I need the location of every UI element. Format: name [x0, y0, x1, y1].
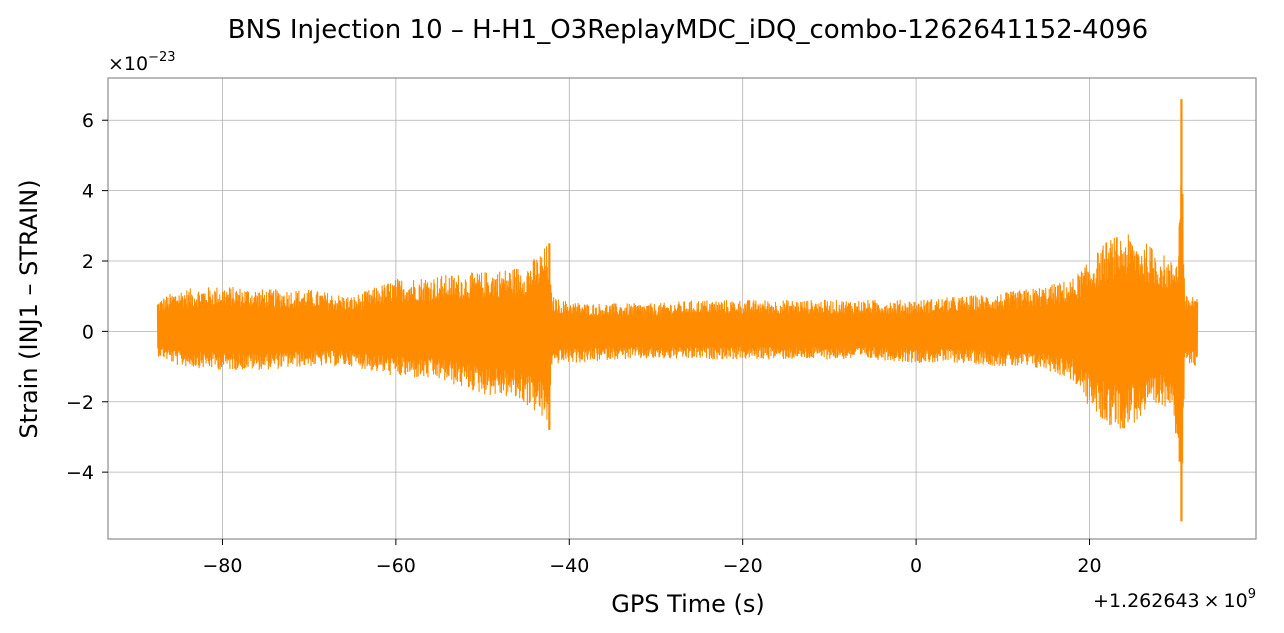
- y-multiplier: ×10−23: [108, 50, 176, 75]
- x-tick-label: 20: [1077, 555, 1101, 577]
- x-axis-label: GPS Time (s): [611, 590, 765, 618]
- y-tick-label: −2: [66, 392, 94, 414]
- y-tick-label: 6: [82, 110, 94, 132]
- y-tick-label: −4: [66, 462, 94, 484]
- chart-title: BNS Injection 10 – H-H1_O3ReplayMDC_iDQ_…: [228, 15, 1148, 45]
- y-tick-label: 0: [82, 321, 94, 343]
- x-tick-label: −20: [723, 555, 763, 577]
- y-tick-label: 4: [82, 181, 94, 203]
- x-tick-label: −40: [549, 555, 589, 577]
- strain-series-line: [156, 147, 1199, 498]
- x-tick-label: −60: [376, 555, 416, 577]
- x-offset: +1.262643 × 109: [1093, 587, 1256, 612]
- x-tick-label: 0: [910, 555, 922, 577]
- y-axis-label: Strain (INJ1 – STRAIN): [15, 179, 43, 438]
- x-tick-label: −80: [202, 555, 242, 577]
- x-axis-ticks: −80 −60 −40 −20 0 20: [202, 539, 1102, 577]
- series-group: [156, 99, 1199, 522]
- y-tick-label: 2: [82, 251, 94, 273]
- y-axis-ticks: −4 −2 0 2 4 6: [66, 110, 108, 484]
- axes-frame: [107, 77, 1257, 540]
